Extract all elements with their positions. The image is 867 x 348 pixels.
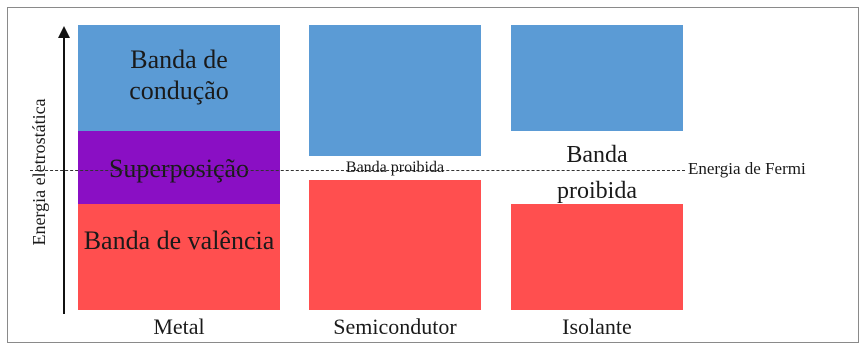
semiconductor-conduction-band	[309, 25, 481, 156]
metal-valence-band	[78, 204, 280, 310]
insulator-gap-label: Banda proibida	[557, 142, 637, 204]
metal-conduction-label: Banda de condução	[129, 45, 229, 106]
semiconductor-gap-label: Banda proibida	[345, 159, 445, 176]
fermi-level-label: Energia de Fermi	[688, 159, 806, 178]
fermi-level-line	[30, 170, 685, 171]
y-axis-line	[63, 36, 65, 314]
metal-overlap-band	[78, 131, 280, 204]
category-metal-label: Metal	[153, 314, 205, 339]
metal-valence-label: Banda de valência	[83, 226, 275, 255]
category-semiconductor-label: Semicondutor	[333, 314, 457, 339]
semiconductor-valence-band	[309, 180, 481, 310]
metal-overlap-label: Superposição	[108, 154, 250, 183]
y-axis-label: Energia eletrostática	[29, 98, 49, 246]
metal-conduction-band	[78, 25, 280, 131]
insulator-valence-band	[511, 204, 683, 310]
insulator-conduction-band	[511, 25, 683, 131]
category-insulator-label: Isolante	[562, 314, 632, 339]
y-axis-arrow-icon	[58, 26, 70, 38]
